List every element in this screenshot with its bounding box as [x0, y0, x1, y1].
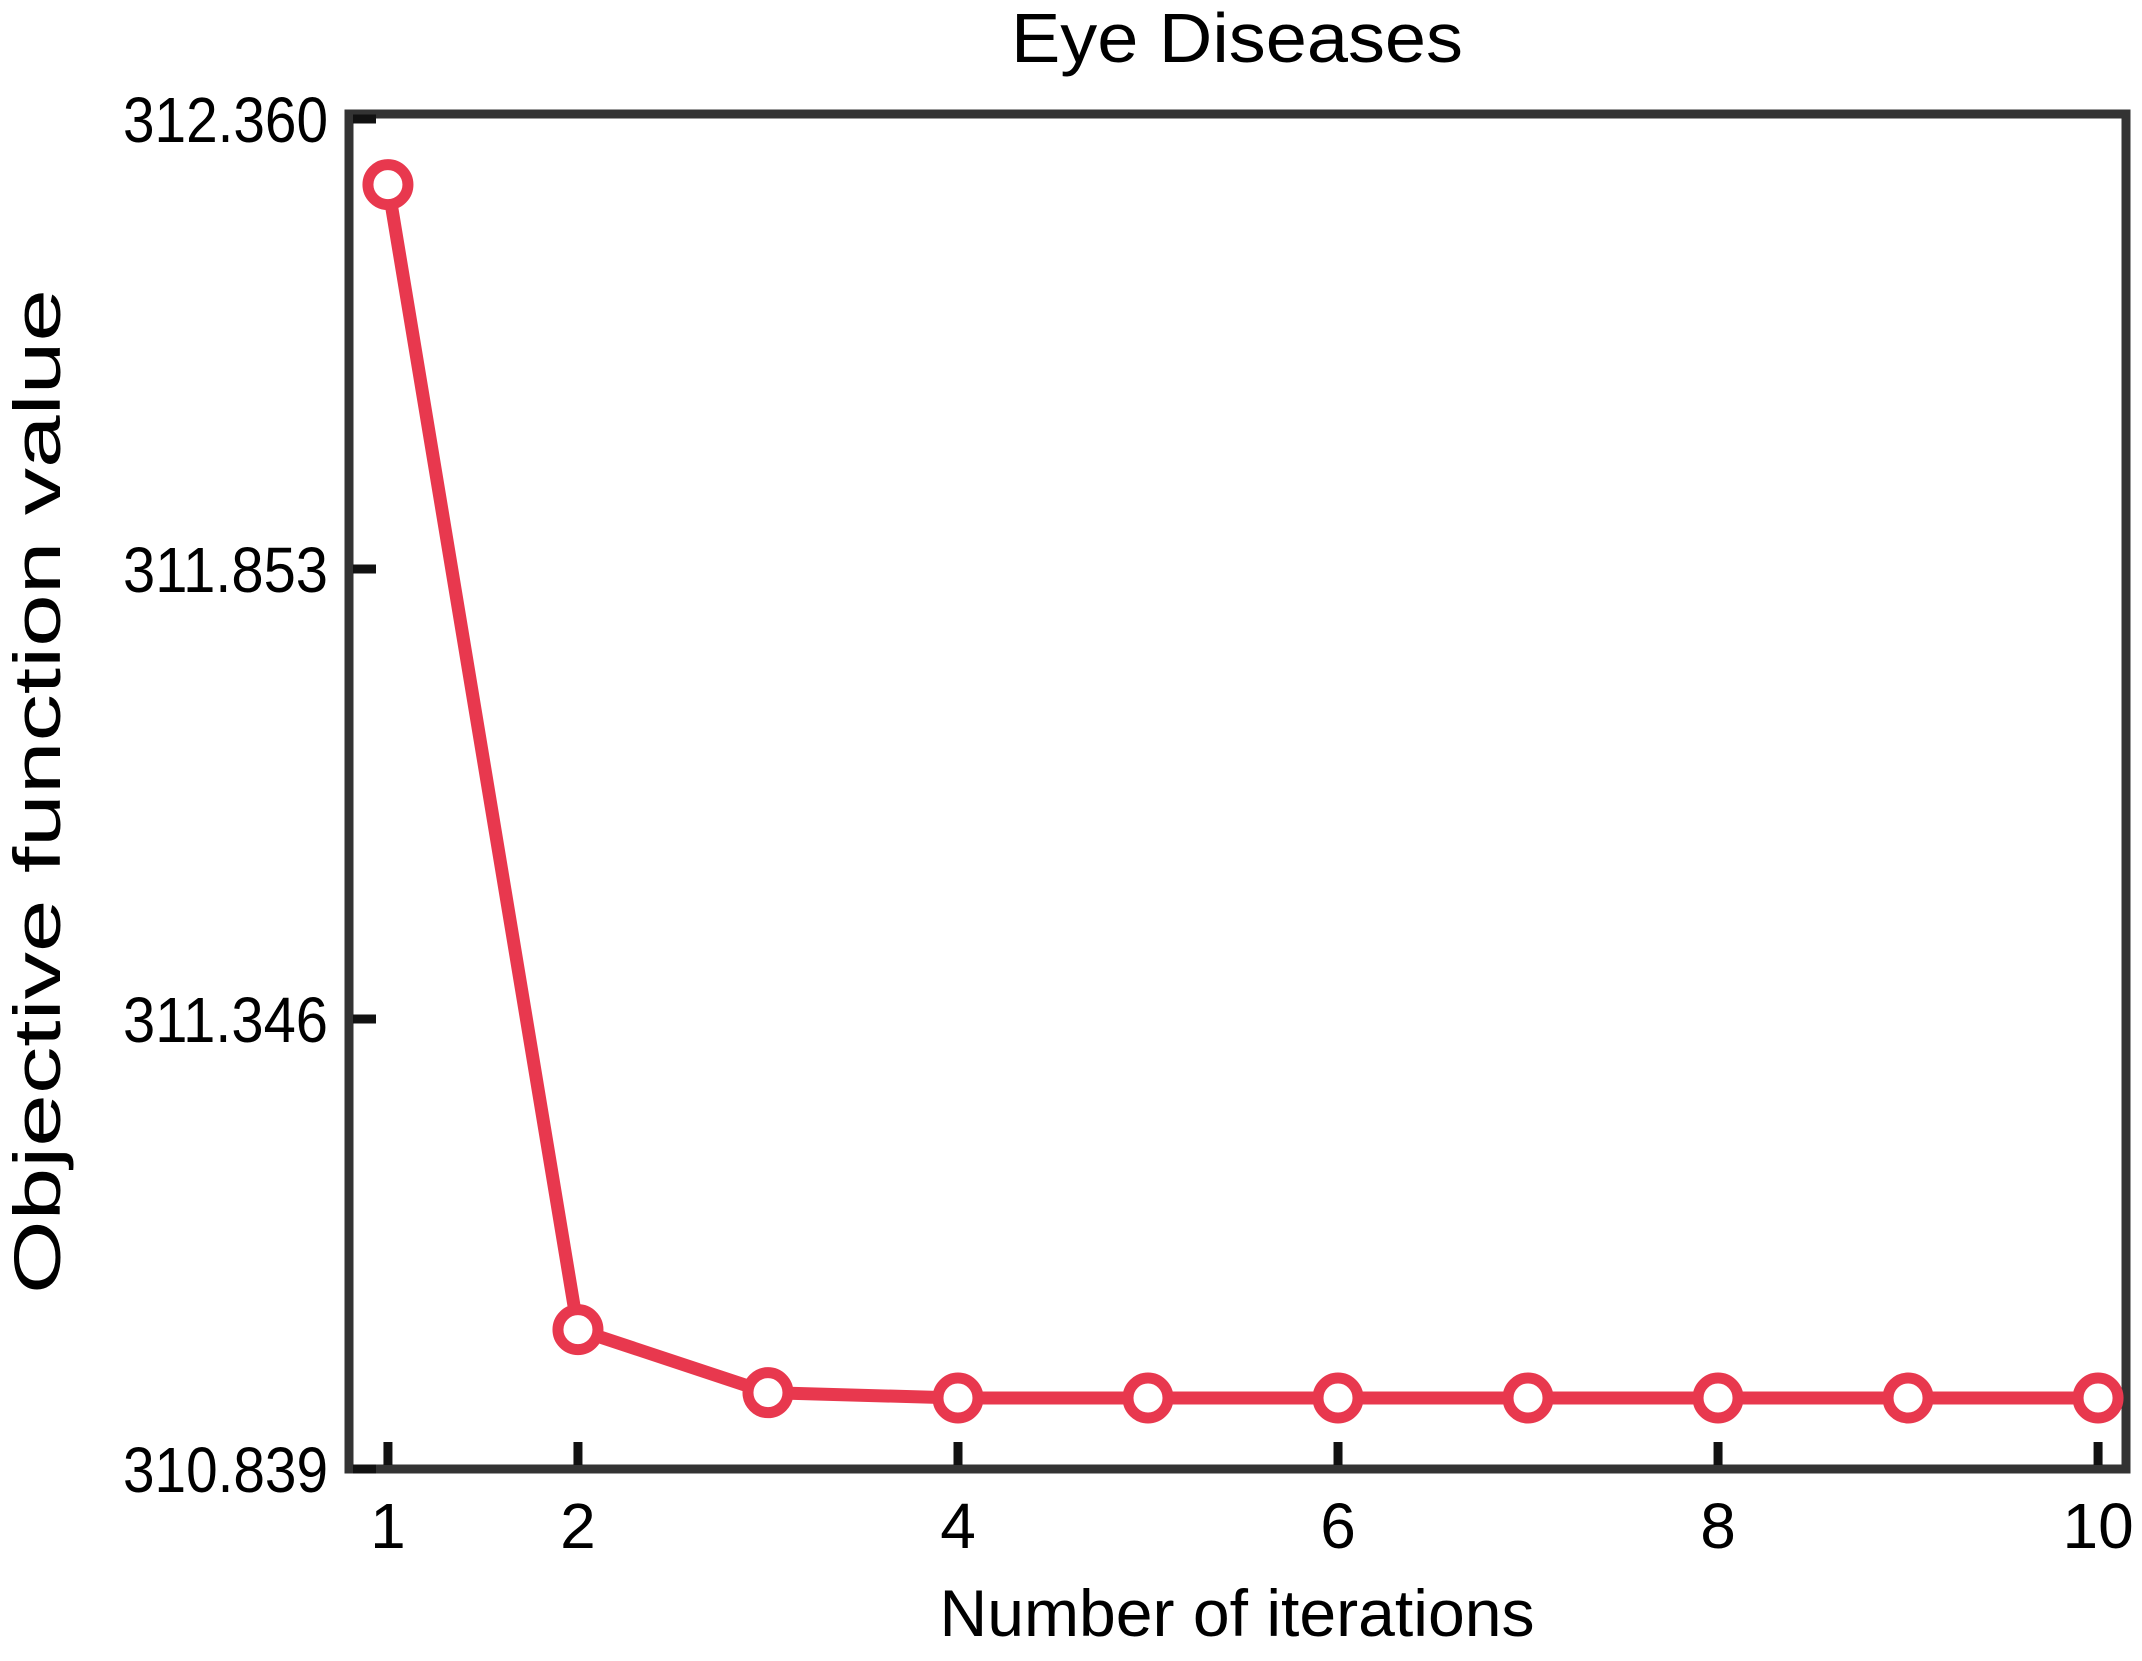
x-axis-label: Number of iterations — [940, 1576, 1535, 1650]
y-axis-label: Objective function value — [0, 289, 74, 1294]
data-point-marker — [1122, 1372, 1174, 1424]
axes-frame — [344, 109, 2131, 1474]
y-tick-label: 311.346 — [123, 984, 328, 1056]
y-tick-label: 312.360 — [123, 84, 328, 156]
data-point-marker — [742, 1367, 794, 1419]
series-line — [381, 178, 2105, 1405]
y-tick-label: 310.839 — [123, 1434, 328, 1506]
x-tick-label: 2 — [560, 1490, 596, 1562]
chart-title: Eye Diseases — [1011, 0, 1463, 77]
data-point-marker — [1882, 1372, 1934, 1424]
x-tick-label: 8 — [1700, 1490, 1736, 1562]
x-tick-label: 10 — [2062, 1490, 2133, 1562]
chart-layer: 1 2 4 6 8 10 310.839 311.346 311.853 312.360 — [123, 84, 2134, 1562]
data-point-marker — [2072, 1372, 2124, 1424]
data-point-marker — [362, 159, 414, 211]
x-tick-label: 1 — [370, 1490, 406, 1562]
y-tick-label: 311.853 — [123, 534, 328, 606]
data-point-marker — [932, 1372, 984, 1424]
data-point-marker — [1312, 1372, 1364, 1424]
x-tick-label: 4 — [940, 1490, 976, 1562]
data-point-marker — [1502, 1372, 1554, 1424]
data-point-marker — [552, 1304, 604, 1356]
x-tick-label: 6 — [1320, 1490, 1356, 1562]
data-point-marker — [1692, 1372, 1744, 1424]
